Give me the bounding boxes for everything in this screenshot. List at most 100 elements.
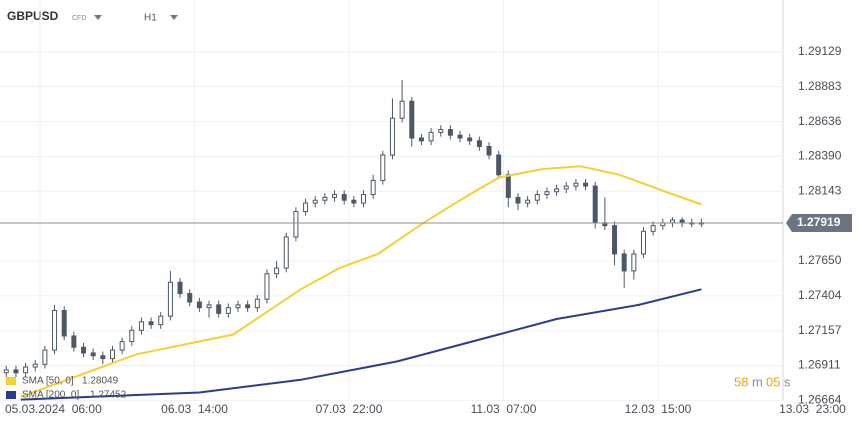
candle-body xyxy=(573,182,579,187)
candle-body xyxy=(621,253,627,272)
y-tick-label: 1.28390 xyxy=(798,149,842,163)
candle-body xyxy=(81,346,87,354)
candle-body xyxy=(554,188,560,193)
x-tick-label: 05.03.2024 06:00 xyxy=(5,402,102,416)
candle-body xyxy=(361,194,367,204)
candle-body xyxy=(32,363,38,368)
candle-body xyxy=(23,366,29,374)
candle-body xyxy=(438,129,444,133)
candle-body xyxy=(235,304,241,309)
candle-body xyxy=(138,321,144,331)
countdown-unit: m xyxy=(752,374,763,389)
candle-body xyxy=(447,129,453,136)
candle-body xyxy=(389,117,395,156)
y-tick-label: 1.28143 xyxy=(798,183,842,197)
x-tick-label: 07.03 22:00 xyxy=(316,402,383,416)
y-tick-label: 1.26664 xyxy=(798,393,842,407)
candle-body xyxy=(177,281,183,295)
candle-body xyxy=(100,355,106,360)
candle-body xyxy=(650,225,656,232)
symbol[interactable]: GBPUSD xyxy=(7,9,59,23)
countdown-seconds: 05 xyxy=(766,374,780,389)
sma-line xyxy=(20,165,702,398)
last-price-tag xyxy=(786,213,852,232)
candle-body xyxy=(418,137,424,142)
candle-body xyxy=(525,199,531,204)
candle-body xyxy=(612,225,618,255)
candle-body xyxy=(563,185,569,190)
candle-body xyxy=(129,329,135,343)
y-tick-label: 1.29129 xyxy=(798,44,842,58)
candle-body xyxy=(583,182,589,187)
candle-body xyxy=(631,253,637,272)
candle-body xyxy=(42,349,48,365)
sma-line xyxy=(20,288,702,401)
candle-body xyxy=(148,321,154,326)
candle-body xyxy=(544,191,550,196)
candle-body xyxy=(496,154,502,176)
plot-area: 1.26664 1.26911 1.27157 1.27404 1.27650 1.281… xyxy=(0,0,846,416)
interval-dropdown[interactable] xyxy=(170,15,178,20)
candle-body xyxy=(332,194,338,198)
candle-body xyxy=(206,304,212,309)
candle-body xyxy=(264,273,270,300)
x-tick-label: 13.03 23:00 xyxy=(779,402,846,416)
y-tick-label: 1.28636 xyxy=(798,114,842,128)
y-tick-label: 1.28883 xyxy=(798,79,842,93)
candle-body xyxy=(679,219,685,224)
symbol-type: CFD xyxy=(72,15,86,22)
candle-body xyxy=(351,199,357,204)
y-tick-label: 1.26911 xyxy=(798,358,841,372)
x-tick-label: 11.03 07:00 xyxy=(471,402,537,416)
candle-body xyxy=(370,179,376,196)
legend-swatch xyxy=(6,377,16,385)
candle-body xyxy=(303,202,309,213)
candle-body xyxy=(196,301,202,309)
candle-body xyxy=(52,310,58,351)
candle-body xyxy=(187,293,193,303)
candle-body xyxy=(515,196,521,204)
candle-body xyxy=(158,315,164,326)
candle-body xyxy=(283,236,289,269)
candle-body xyxy=(399,100,405,119)
candle-body xyxy=(669,219,675,224)
candle-body xyxy=(505,174,511,198)
legend-swatch xyxy=(6,391,16,399)
countdown-unit: s xyxy=(784,374,791,389)
y-tick-label: 1.27650 xyxy=(798,253,842,267)
candle-body xyxy=(216,304,222,314)
legend-name: SMA [200, 0] xyxy=(22,390,79,401)
candle-body xyxy=(380,154,386,181)
candle-body xyxy=(428,131,434,142)
candle-body xyxy=(457,134,463,139)
candle-body xyxy=(534,194,540,201)
last-price-label: 1.27919 xyxy=(797,215,841,229)
candle-body xyxy=(322,196,328,201)
candle-body xyxy=(109,349,115,360)
symbol-dropdown[interactable] xyxy=(94,15,102,20)
candle-body xyxy=(486,145,492,156)
candle-body xyxy=(90,352,96,357)
candle-body xyxy=(71,335,77,348)
x-tick-label: 06.03 14:00 xyxy=(161,402,228,416)
candle-body xyxy=(341,194,347,201)
candle-body xyxy=(467,137,473,142)
interval[interactable]: H1 xyxy=(144,13,157,24)
candle-body xyxy=(245,304,251,309)
candle-body xyxy=(225,307,231,314)
candle-body xyxy=(312,199,318,204)
y-tick-label: 1.27404 xyxy=(798,288,842,302)
candle-body xyxy=(409,100,415,139)
candle-body xyxy=(3,369,9,374)
legend-name: SMA [50, 0] xyxy=(22,376,74,387)
y-tick-label: 1.27157 xyxy=(798,323,842,337)
x-tick-label: 12.03 15:00 xyxy=(625,402,692,416)
candle-body xyxy=(592,185,598,224)
candle-body xyxy=(61,310,67,337)
candle-body xyxy=(476,140,482,147)
candle-body xyxy=(13,369,19,374)
candle-body xyxy=(293,211,299,238)
candle-body xyxy=(640,230,646,255)
candle-body xyxy=(254,298,260,309)
